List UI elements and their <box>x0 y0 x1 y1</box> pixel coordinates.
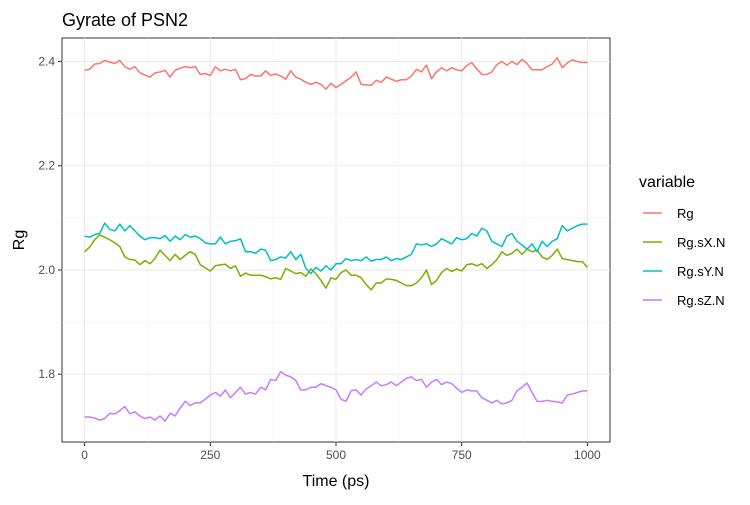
y-tick-label: 1.8 <box>38 367 55 381</box>
y-axis-label: Rg <box>11 230 28 250</box>
x-tick-label: 1000 <box>574 448 601 462</box>
x-axis-label: Time (ps) <box>303 473 370 490</box>
legend-label-3: Rg.sZ.N <box>677 293 725 308</box>
series-line-1 <box>84 234 588 291</box>
x-tick-label: 250 <box>200 448 220 462</box>
legend: variable Rg Rg.sX.N Rg.sY.N Rg.sZ.N <box>639 174 725 308</box>
y-tick-label: 2.0 <box>38 263 55 277</box>
series-line-0 <box>84 57 588 90</box>
legend-label-0: Rg <box>677 206 694 221</box>
y-tick-label: 2.4 <box>38 54 55 68</box>
x-tick-label: 750 <box>452 448 472 462</box>
series-lines <box>84 57 588 422</box>
series-line-2 <box>84 222 588 275</box>
grid-lines <box>62 38 610 442</box>
legend-items: Rg Rg.sX.N Rg.sY.N Rg.sZ.N <box>643 206 725 308</box>
legend-title: variable <box>639 174 695 191</box>
y-tick-label: 2.2 <box>38 159 55 173</box>
x-tick-label: 0 <box>81 448 88 462</box>
legend-label-1: Rg.sX.N <box>677 235 725 250</box>
legend-label-2: Rg.sY.N <box>677 264 724 279</box>
chart-title: Gyrate of PSN2 <box>62 10 188 30</box>
axes: 0 250 500 750 1000 1.8 2.0 2.2 2.4 <box>38 54 601 462</box>
x-tick-label: 500 <box>326 448 346 462</box>
series-line-3 <box>84 370 588 422</box>
